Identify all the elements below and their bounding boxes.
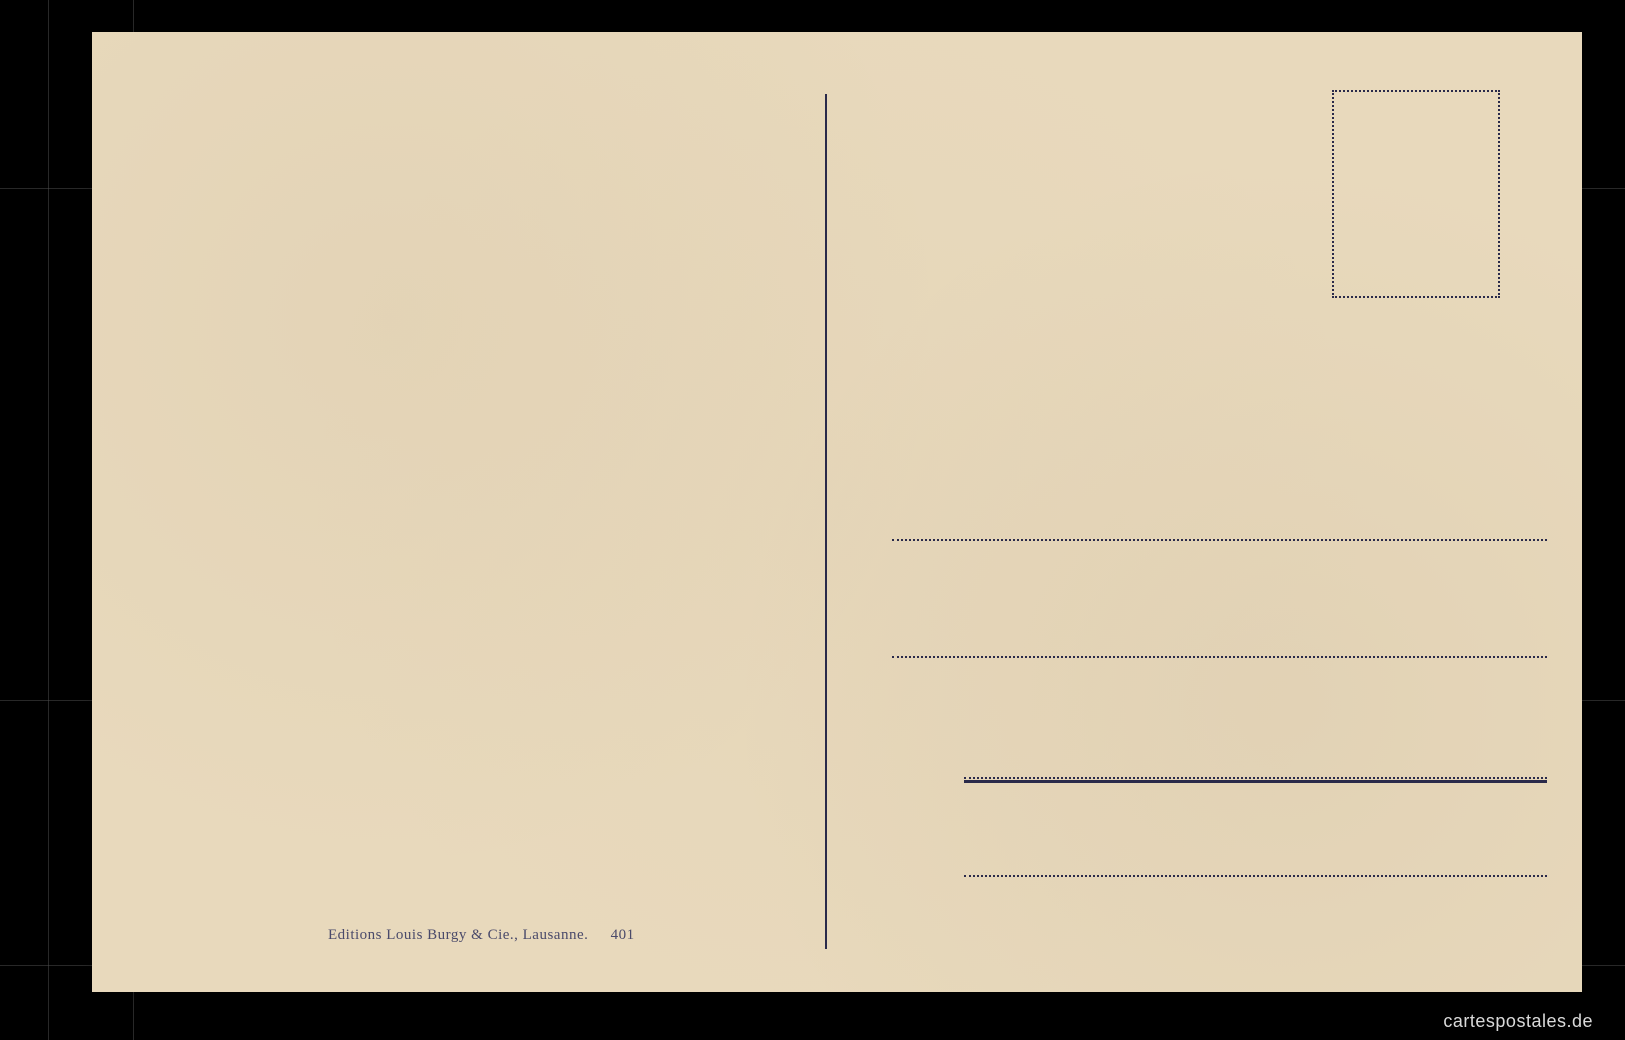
publisher-number: 401 bbox=[611, 927, 635, 943]
stamp-box bbox=[1332, 90, 1500, 298]
address-line-2 bbox=[892, 656, 1547, 658]
address-line-1 bbox=[892, 539, 1547, 541]
address-line-3 bbox=[964, 777, 1547, 783]
grid-line-v1 bbox=[48, 0, 49, 1040]
publisher-name: Editions Louis Burgy & Cie., Lausanne. bbox=[328, 927, 588, 943]
watermark: cartespostales.de bbox=[1443, 1011, 1593, 1032]
address-line-4 bbox=[964, 875, 1547, 877]
publisher-text: Editions Louis Burgy & Cie., Lausanne. 4… bbox=[328, 927, 635, 944]
center-divider bbox=[825, 94, 827, 949]
postcard-back: Editions Louis Burgy & Cie., Lausanne. 4… bbox=[92, 32, 1582, 992]
